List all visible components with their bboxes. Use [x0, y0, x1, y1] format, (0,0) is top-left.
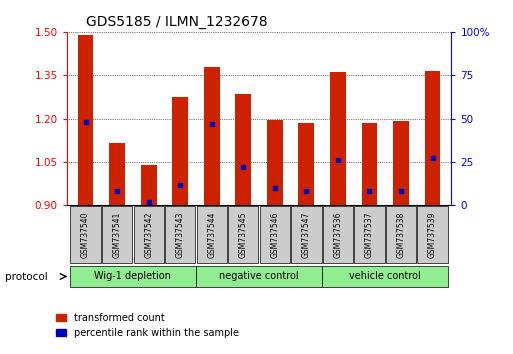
Text: GSM737545: GSM737545: [239, 211, 248, 258]
Bar: [362, 123, 378, 205]
Text: GDS5185 / ILMN_1232678: GDS5185 / ILMN_1232678: [86, 16, 268, 29]
Bar: [393, 121, 409, 205]
FancyBboxPatch shape: [386, 206, 416, 263]
Text: protocol: protocol: [5, 272, 48, 282]
FancyBboxPatch shape: [260, 206, 290, 263]
Bar: [78, 35, 93, 205]
FancyBboxPatch shape: [228, 206, 259, 263]
FancyBboxPatch shape: [418, 206, 448, 263]
FancyBboxPatch shape: [133, 206, 164, 263]
Bar: [109, 143, 125, 205]
FancyBboxPatch shape: [102, 206, 132, 263]
Text: GSM737543: GSM737543: [176, 211, 185, 258]
Bar: [172, 97, 188, 205]
Text: Wig-1 depletion: Wig-1 depletion: [94, 272, 171, 281]
Text: GSM737539: GSM737539: [428, 211, 437, 258]
Text: GSM737538: GSM737538: [397, 211, 405, 258]
FancyBboxPatch shape: [323, 206, 353, 263]
FancyBboxPatch shape: [291, 206, 322, 263]
Text: GSM737547: GSM737547: [302, 211, 311, 258]
FancyBboxPatch shape: [70, 206, 101, 263]
Text: GSM737540: GSM737540: [81, 211, 90, 258]
Text: GSM737537: GSM737537: [365, 211, 374, 258]
Text: negative control: negative control: [219, 272, 299, 281]
Bar: [141, 165, 156, 205]
Legend: transformed count, percentile rank within the sample: transformed count, percentile rank withi…: [56, 313, 239, 338]
Text: GSM737536: GSM737536: [333, 211, 342, 258]
FancyBboxPatch shape: [70, 266, 196, 287]
FancyBboxPatch shape: [196, 266, 322, 287]
Bar: [330, 72, 346, 205]
Bar: [425, 71, 440, 205]
Bar: [299, 123, 314, 205]
Bar: [235, 94, 251, 205]
FancyBboxPatch shape: [322, 266, 448, 287]
FancyBboxPatch shape: [354, 206, 385, 263]
Text: GSM737541: GSM737541: [113, 211, 122, 258]
Text: GSM737542: GSM737542: [144, 211, 153, 258]
Text: GSM737544: GSM737544: [207, 211, 216, 258]
Bar: [204, 67, 220, 205]
Text: vehicle control: vehicle control: [349, 272, 421, 281]
FancyBboxPatch shape: [196, 206, 227, 263]
FancyBboxPatch shape: [165, 206, 195, 263]
Bar: [267, 120, 283, 205]
Text: GSM737546: GSM737546: [270, 211, 280, 258]
